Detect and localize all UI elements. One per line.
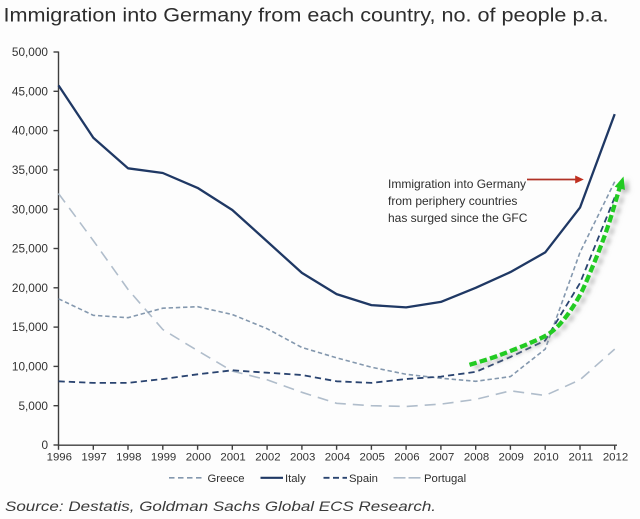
svg-text:2003: 2003	[290, 451, 315, 463]
svg-text:30,000: 30,000	[12, 202, 49, 216]
svg-text:25,000: 25,000	[12, 242, 49, 256]
svg-text:1997: 1997	[81, 451, 106, 463]
svg-text:2002: 2002	[255, 451, 280, 463]
svg-text:Spain: Spain	[349, 473, 378, 485]
svg-text:1998: 1998	[116, 451, 141, 463]
svg-text:2006: 2006	[394, 451, 419, 463]
svg-text:40,000: 40,000	[12, 124, 49, 138]
svg-text:Portugal: Portugal	[424, 473, 466, 485]
svg-text:2005: 2005	[360, 451, 385, 463]
svg-text:2010: 2010	[533, 451, 558, 463]
svg-text:2012: 2012	[603, 451, 628, 463]
svg-text:from periphery countries: from periphery countries	[388, 194, 517, 208]
svg-text:has surged since the GFC: has surged since the GFC	[388, 211, 528, 225]
svg-text:Greece: Greece	[208, 473, 245, 485]
svg-text:15,000: 15,000	[12, 320, 49, 334]
svg-text:Immigration into Germany from: Immigration into Germany from each count…	[4, 6, 609, 27]
svg-text:2008: 2008	[464, 451, 489, 463]
svg-text:1999: 1999	[151, 451, 176, 463]
svg-text:35,000: 35,000	[12, 163, 49, 177]
svg-text:2011: 2011	[569, 451, 594, 463]
svg-text:10,000: 10,000	[12, 360, 49, 374]
svg-text:45,000: 45,000	[12, 84, 49, 98]
svg-text:2004: 2004	[325, 451, 350, 463]
svg-text:0: 0	[41, 438, 48, 452]
svg-text:2001: 2001	[220, 451, 245, 463]
svg-text:1996: 1996	[47, 451, 72, 463]
svg-text:Italy: Italy	[285, 473, 306, 485]
svg-text:50,000: 50,000	[12, 45, 49, 59]
svg-text:Source: Destatis, Goldman Sach: Source: Destatis, Goldman Sachs Global E…	[5, 498, 436, 514]
svg-text:Immigration into Germany: Immigration into Germany	[388, 177, 526, 191]
svg-text:2009: 2009	[499, 451, 524, 463]
svg-text:20,000: 20,000	[12, 281, 49, 295]
svg-text:2000: 2000	[186, 451, 211, 463]
svg-text:2007: 2007	[429, 451, 454, 463]
svg-text:5,000: 5,000	[18, 399, 48, 413]
